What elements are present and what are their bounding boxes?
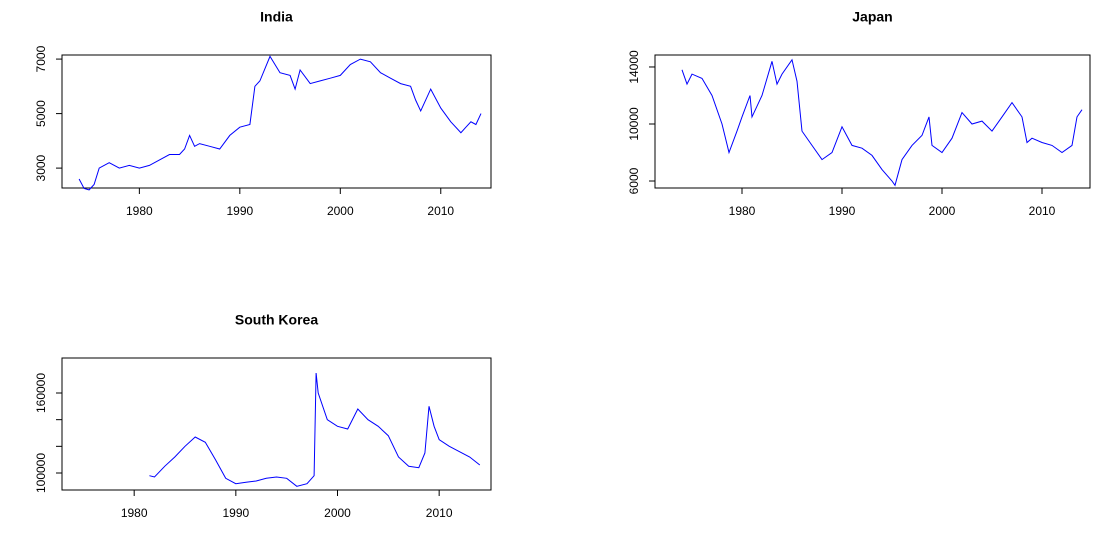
chart-title: South Korea <box>235 312 318 328</box>
x-tick-label: 2000 <box>929 204 956 218</box>
plot-frame <box>654 54 1091 189</box>
x-tick-label: 2010 <box>1029 204 1056 218</box>
x-tick-label: 2010 <box>427 204 454 218</box>
x-tick-label: 1980 <box>121 506 148 520</box>
y-tick-label: 10000 <box>627 107 641 141</box>
x-tick-label: 1980 <box>126 204 153 218</box>
y-tick-label: 7000 <box>34 45 48 72</box>
data-line <box>78 55 482 191</box>
x-tick-label: 1980 <box>729 204 756 218</box>
chart-title: Japan <box>852 9 892 25</box>
y-tick-label: 5000 <box>34 100 48 127</box>
chart-title: India <box>260 9 293 25</box>
x-tick-label: 1990 <box>829 204 856 218</box>
data-line <box>149 372 481 487</box>
plot-frame <box>61 357 492 491</box>
x-tick-label: 1990 <box>222 506 249 520</box>
y-tick-label: 100000 <box>34 453 48 493</box>
y-tick-label: 14000 <box>627 50 641 84</box>
y-tick-label: 6000 <box>627 167 641 194</box>
x-tick-label: 2000 <box>324 506 351 520</box>
y-tick-label: 160000 <box>34 373 48 413</box>
plot-frame <box>61 54 492 189</box>
x-tick-label: 2010 <box>426 506 453 520</box>
x-tick-label: 1990 <box>226 204 253 218</box>
data-line <box>681 58 1083 187</box>
x-tick-label: 2000 <box>327 204 354 218</box>
y-tick-label: 3000 <box>34 154 48 181</box>
